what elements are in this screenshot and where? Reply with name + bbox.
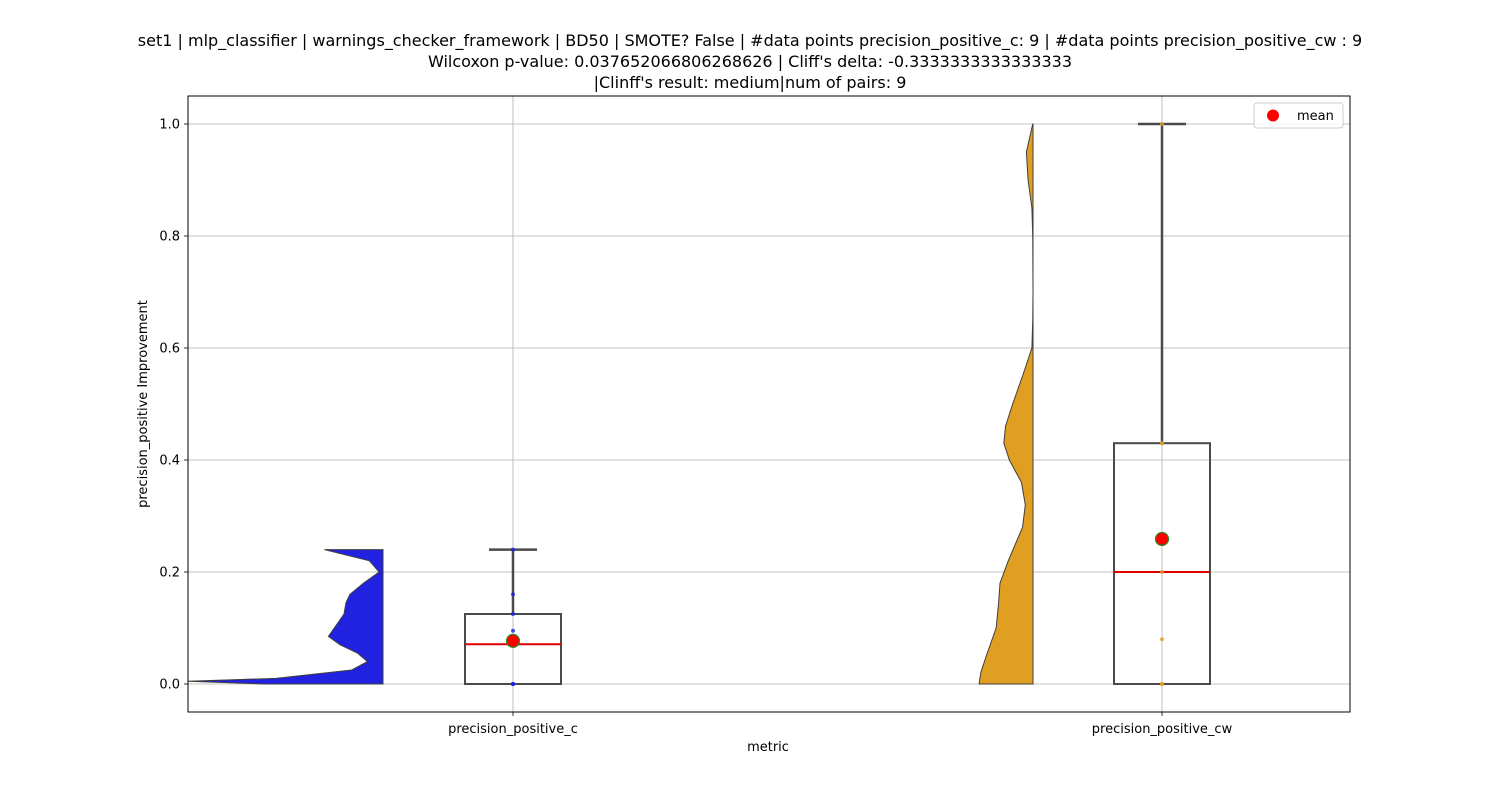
legend-box — [1253, 102, 1344, 129]
x-axis-label: metric — [747, 740, 789, 755]
chart-title-line-2: Wilcoxon p-value: 0.037652066806268626 |… — [427, 52, 1072, 71]
x-tick-label: precision_positive_cw — [1092, 722, 1233, 737]
data-point — [1160, 441, 1164, 446]
chart-title-line-3: |Clinff's result: medium|num of pairs: 9 — [593, 73, 907, 92]
y-tick-label: 0.6 — [159, 342, 180, 357]
legend-mean-marker — [1267, 109, 1279, 122]
data-point — [511, 547, 515, 552]
violin-precision_positive_cw — [978, 123, 1034, 685]
violin-precision_positive_c — [187, 549, 384, 685]
mean-marker-precision_positive_c — [505, 633, 521, 648]
legend-mean-label: mean — [1297, 109, 1334, 124]
data-point — [1160, 682, 1164, 686]
chart-title-line-1: set1 | mlp_classifier | warnings_checker… — [137, 31, 1363, 50]
data-point — [1160, 122, 1164, 126]
data-point — [511, 592, 515, 597]
y-tick-label: 0.2 — [159, 566, 180, 581]
tick-layer: 0.0 0.2 0.4 0.6 0.8 1.0 precision_positive_c pr… — [159, 118, 1232, 738]
y-tick-label: 0.0 — [159, 678, 180, 693]
data-point — [511, 628, 515, 633]
legend: mean — [1253, 102, 1344, 129]
data-point — [1160, 570, 1164, 574]
y-tick-label: 0.4 — [159, 454, 180, 469]
data-point — [1160, 637, 1164, 642]
box-layer — [464, 122, 1211, 686]
y-axis-label: precision_positive Improvement — [136, 300, 151, 508]
data-point — [511, 612, 515, 616]
mean-marker-precision_positive_cw — [1154, 531, 1170, 547]
violin-layer — [187, 123, 1034, 685]
y-tick-label: 1.0 — [159, 118, 180, 133]
plot-frame — [187, 95, 1351, 713]
x-tick-label: precision_positive_c — [448, 722, 578, 737]
data-point — [511, 682, 515, 686]
y-tick-label: 0.8 — [159, 230, 180, 245]
